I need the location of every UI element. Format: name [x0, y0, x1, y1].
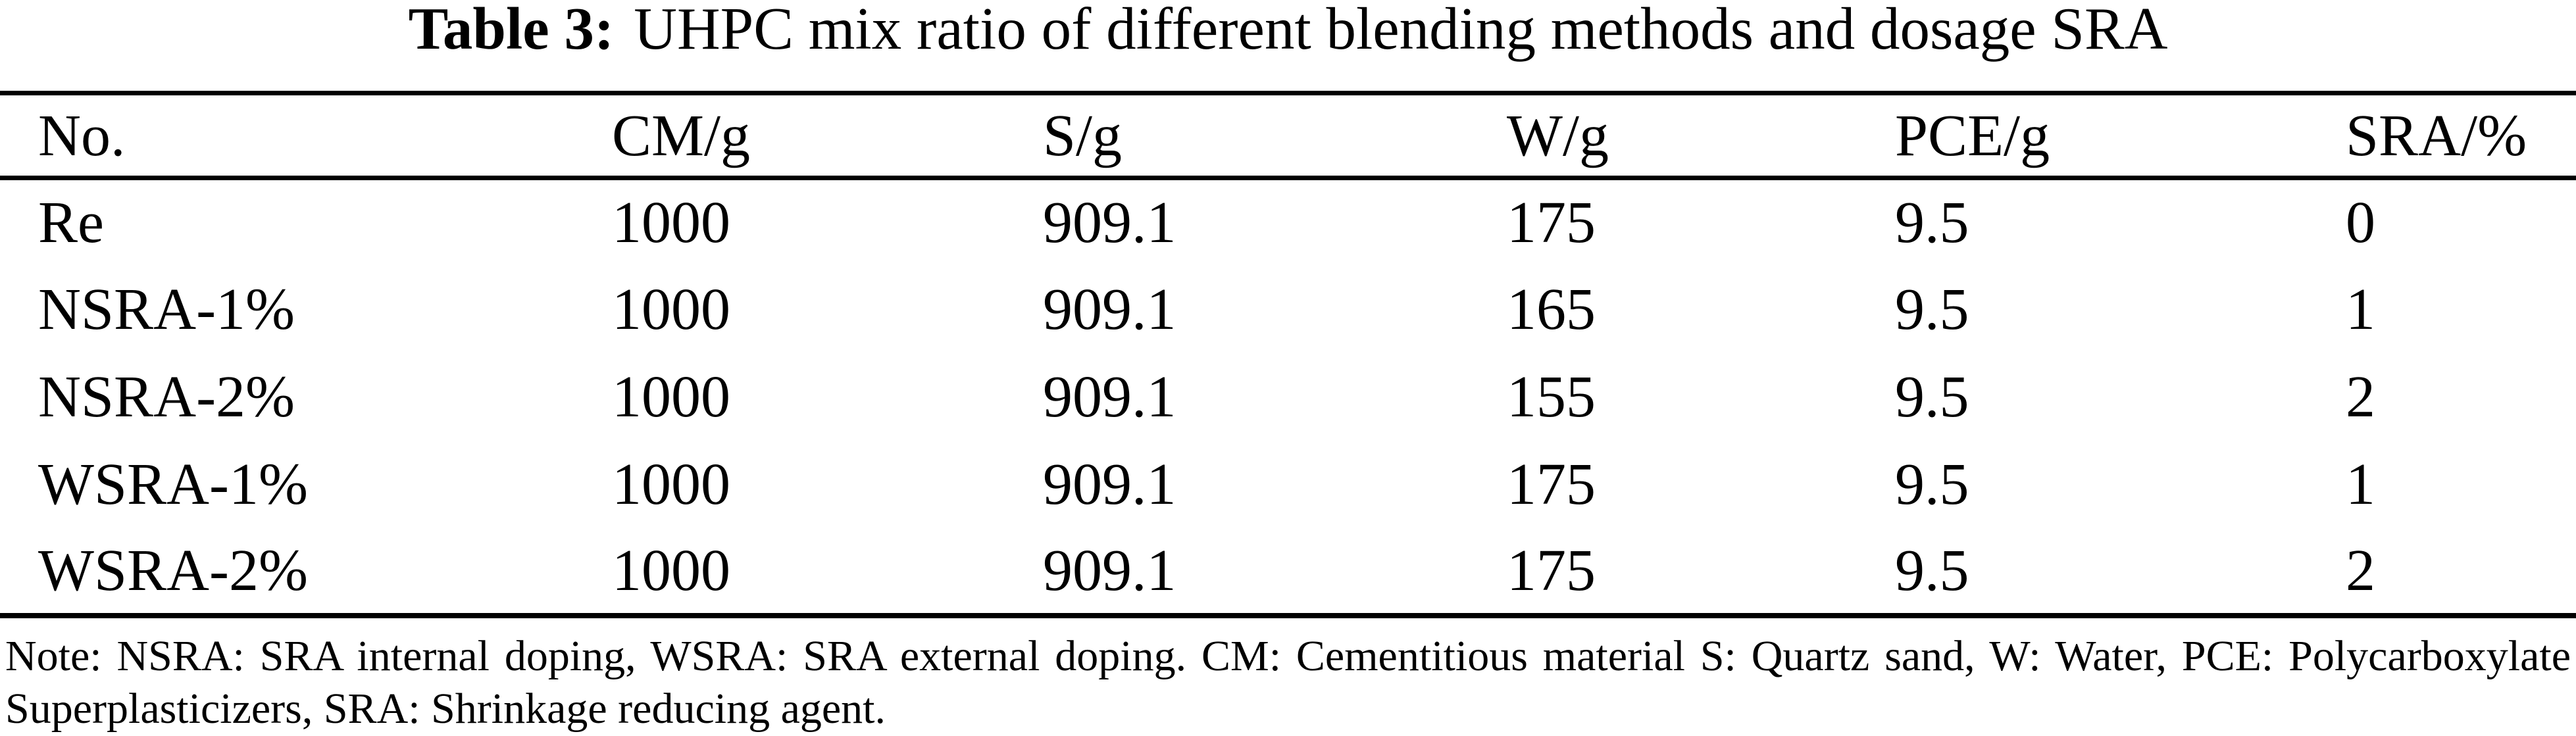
cell-cm: 1000	[612, 451, 730, 517]
table-row: Re 1000 909.1 175 9.5 0	[0, 178, 2576, 266]
cell-pce: 9.5	[1895, 364, 1969, 429]
cell-s: 909.1	[1043, 537, 1176, 603]
cell-pce: 9.5	[1895, 451, 1969, 517]
cell-no: Re	[38, 190, 104, 256]
table-row: NSRA-1% 1000 909.1 165 9.5 1	[0, 266, 2576, 353]
cell-pce: 9.5	[1895, 190, 1969, 256]
cell-w: 175	[1507, 451, 1596, 517]
header-cell-s: S/g	[1043, 103, 1123, 168]
cell-no: WSRA-1%	[38, 451, 308, 517]
header-cell-w: W/g	[1507, 103, 1609, 168]
table-caption: Table 3: UHPC mix ratio of different blen…	[0, 0, 2576, 64]
cell-s: 909.1	[1043, 276, 1176, 342]
cell-sra: 1	[2346, 451, 2375, 517]
cell-s: 909.1	[1043, 364, 1176, 429]
header-cell-no: No.	[38, 103, 126, 168]
table-row: NSRA-2% 1000 909.1 155 9.5 2	[0, 353, 2576, 441]
table-caption-text: UHPC mix ratio of different blending met…	[634, 0, 2168, 62]
table-row: WSRA-1% 1000 909.1 175 9.5 1	[0, 441, 2576, 528]
cell-no: WSRA-2%	[38, 537, 308, 603]
cell-w: 155	[1507, 364, 1596, 429]
cell-cm: 1000	[612, 276, 730, 342]
cell-pce: 9.5	[1895, 537, 1969, 603]
cell-cm: 1000	[612, 537, 730, 603]
cell-pce: 9.5	[1895, 276, 1969, 342]
table-footnote-line2: Superplasticizers, SRA: Shrinkage reduci…	[5, 685, 886, 733]
header-cell-sra: SRA/%	[2346, 103, 2527, 168]
cell-no: NSRA-1%	[38, 276, 295, 342]
cell-w: 175	[1507, 190, 1596, 256]
cell-cm: 1000	[612, 190, 730, 256]
cell-w: 165	[1507, 276, 1596, 342]
table-row: WSRA-2% 1000 909.1 175 9.5 2	[0, 528, 2576, 616]
cell-no: NSRA-2%	[38, 364, 295, 429]
header-cell-pce: PCE/g	[1895, 103, 2050, 168]
cell-cm: 1000	[612, 364, 730, 429]
cell-sra: 0	[2346, 190, 2375, 256]
cell-s: 909.1	[1043, 451, 1176, 517]
cell-s: 909.1	[1043, 190, 1176, 256]
table-header-row: No. CM/g S/g W/g PCE/g SRA/%	[0, 93, 2576, 178]
table-footnote-line1: Note: NSRA: SRA internal doping, WSRA: S…	[5, 632, 2571, 680]
cell-sra: 2	[2346, 364, 2375, 429]
mix-ratio-table: No. CM/g S/g W/g PCE/g SRA/% Re 1000 909…	[0, 91, 2576, 618]
header-cell-cm: CM/g	[612, 103, 751, 168]
cell-sra: 2	[2346, 537, 2375, 603]
cell-sra: 1	[2346, 276, 2375, 342]
table-caption-label: Table 3:	[408, 0, 615, 62]
table-footnote: Note: NSRA: SRA internal doping, WSRA: S…	[0, 630, 2576, 735]
cell-w: 175	[1507, 537, 1596, 603]
